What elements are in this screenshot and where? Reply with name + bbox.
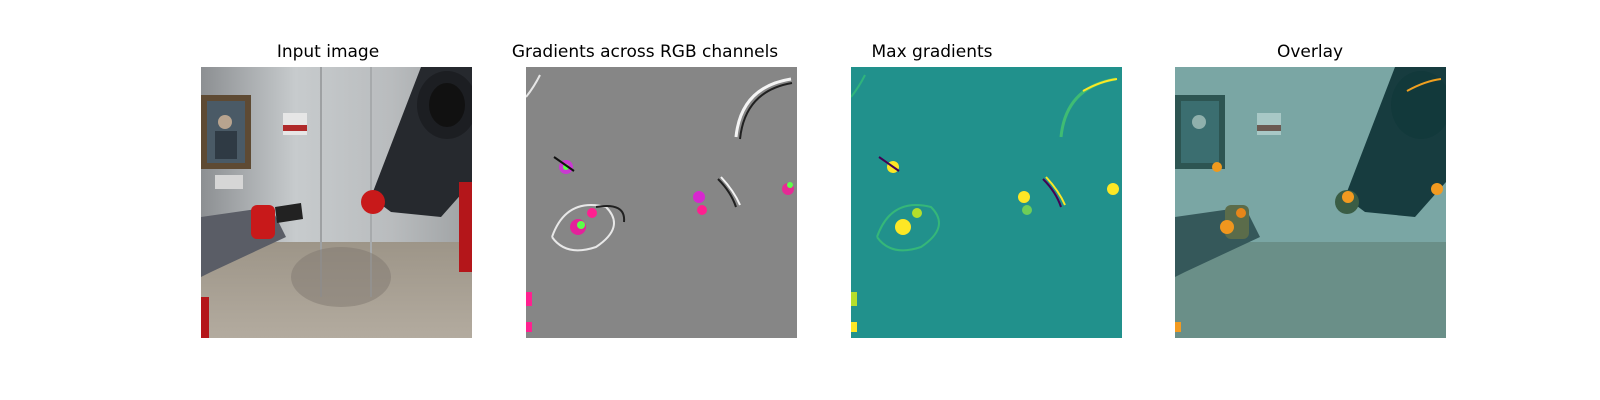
max-gradient-icon bbox=[851, 67, 1122, 338]
gradient-rgb-icon bbox=[526, 67, 797, 338]
panel-title-max-gradients: Max gradients bbox=[871, 42, 993, 62]
panel-title-gradients-rgb: Gradients across RGB channels bbox=[511, 42, 779, 62]
max-gradient-image bbox=[851, 67, 1122, 338]
panel-title-input-image: Input image bbox=[276, 42, 380, 62]
panel-title-overlay: Overlay bbox=[1276, 42, 1344, 62]
overlay-image bbox=[1175, 67, 1446, 338]
input-image bbox=[201, 67, 472, 338]
input-image-icon bbox=[201, 67, 472, 338]
overlay-icon bbox=[1175, 67, 1446, 338]
gradient-rgb-image bbox=[526, 67, 797, 338]
